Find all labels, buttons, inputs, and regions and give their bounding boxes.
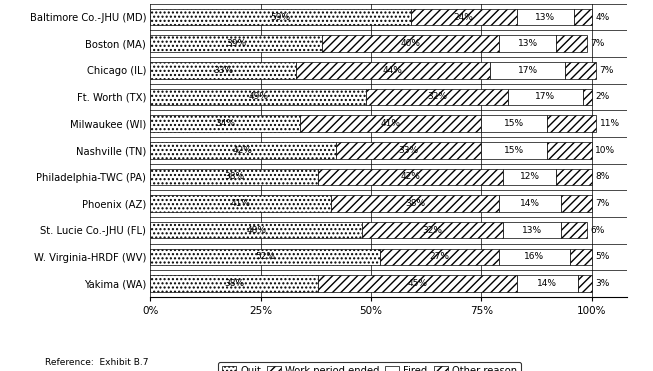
Text: 41%: 41% (381, 119, 401, 128)
Bar (565, 62, 596, 79)
Text: 7%: 7% (599, 66, 614, 75)
Bar (323, 35, 499, 52)
Bar (150, 35, 323, 52)
Text: 32%: 32% (422, 226, 443, 235)
Bar (336, 142, 481, 158)
Bar (379, 249, 499, 265)
Bar (508, 89, 582, 105)
Bar (150, 89, 366, 105)
Text: 15%: 15% (504, 146, 524, 155)
Text: 48%: 48% (246, 226, 266, 235)
Text: 59%: 59% (270, 13, 291, 22)
Legend: Quit, Work period ended, Fired, Other reason: Quit, Work period ended, Fired, Other re… (218, 362, 521, 371)
Bar (411, 9, 517, 25)
Text: 15%: 15% (504, 119, 524, 128)
Text: 13%: 13% (535, 13, 555, 22)
Text: 5%: 5% (595, 252, 609, 261)
Bar (547, 115, 596, 132)
Text: 34%: 34% (215, 119, 235, 128)
Bar (481, 115, 547, 132)
Bar (150, 195, 331, 212)
Bar (150, 115, 300, 132)
Text: 38%: 38% (224, 173, 244, 181)
Bar (574, 9, 592, 25)
Text: 10%: 10% (595, 146, 615, 155)
Bar (150, 9, 411, 25)
Text: 33%: 33% (398, 146, 419, 155)
Bar (150, 169, 318, 185)
Bar (150, 249, 379, 265)
Bar (499, 249, 569, 265)
Text: 49%: 49% (248, 92, 268, 101)
Text: 17%: 17% (535, 92, 555, 101)
Text: 7%: 7% (595, 199, 609, 208)
Text: 38%: 38% (405, 199, 425, 208)
Bar (481, 142, 547, 158)
Text: 32%: 32% (427, 92, 447, 101)
Text: 27%: 27% (429, 252, 449, 261)
Bar (296, 62, 490, 79)
Text: 13%: 13% (522, 226, 542, 235)
Text: 14%: 14% (520, 199, 540, 208)
Text: 8%: 8% (595, 173, 609, 181)
Bar (499, 35, 556, 52)
Bar (318, 169, 503, 185)
Bar (318, 275, 517, 292)
Text: 16%: 16% (524, 252, 544, 261)
Text: 52%: 52% (255, 252, 275, 261)
Text: 24%: 24% (454, 13, 473, 22)
Bar (499, 195, 561, 212)
Bar (300, 115, 481, 132)
Text: 42%: 42% (233, 146, 253, 155)
Text: 44%: 44% (383, 66, 403, 75)
Bar (582, 89, 592, 105)
Bar (150, 222, 362, 239)
Text: 41%: 41% (231, 199, 251, 208)
Text: 45%: 45% (407, 279, 427, 288)
Bar (579, 275, 592, 292)
Text: 38%: 38% (224, 279, 244, 288)
Text: Reference:  Exhibit B.7: Reference: Exhibit B.7 (45, 358, 149, 367)
Text: 33%: 33% (213, 66, 233, 75)
Bar (547, 142, 592, 158)
Text: 17%: 17% (518, 66, 537, 75)
Bar (366, 89, 508, 105)
Text: 3%: 3% (595, 279, 609, 288)
Text: 7%: 7% (591, 39, 605, 48)
Bar (150, 62, 296, 79)
Bar (490, 62, 565, 79)
Text: 13%: 13% (518, 39, 537, 48)
Bar (150, 142, 336, 158)
Text: 2%: 2% (595, 92, 609, 101)
Bar (503, 222, 561, 239)
Bar (561, 195, 592, 212)
Bar (561, 222, 587, 239)
Bar (150, 275, 318, 292)
Text: 40%: 40% (400, 39, 421, 48)
Bar (331, 195, 499, 212)
Text: 11%: 11% (599, 119, 620, 128)
Text: 6%: 6% (591, 226, 605, 235)
Text: 39%: 39% (226, 39, 246, 48)
Text: 42%: 42% (401, 173, 421, 181)
Text: 14%: 14% (537, 279, 558, 288)
Bar (503, 169, 556, 185)
Bar (569, 249, 592, 265)
Bar (556, 35, 587, 52)
Text: 4%: 4% (595, 13, 609, 22)
Text: 12%: 12% (520, 173, 540, 181)
Bar (362, 222, 503, 239)
Bar (517, 9, 574, 25)
Bar (517, 275, 579, 292)
Bar (556, 169, 592, 185)
